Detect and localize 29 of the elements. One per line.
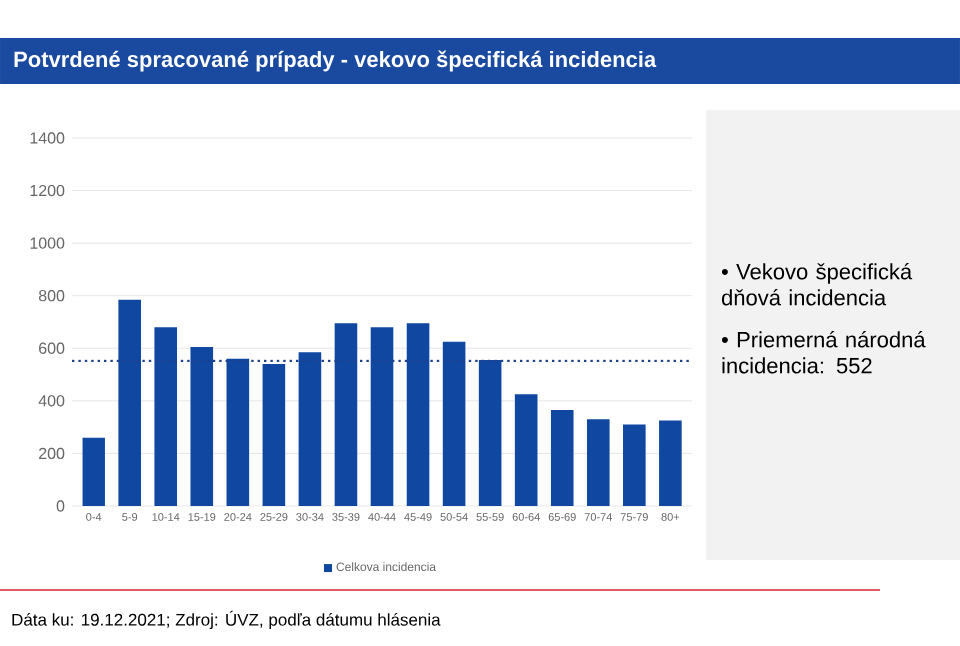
bar [623,424,646,506]
bar [118,299,141,506]
y-tick-label: 800 [38,290,65,302]
y-tick-label: 400 [38,395,65,407]
bar [154,327,178,506]
y-tick-label: 1400 [30,132,65,144]
y-tick-label: 600 [39,342,65,354]
y-tick-label: 200 [39,447,65,460]
bar [659,420,682,506]
text: Dáta ku: 19.12.2021; Zdroj: ÚVZ, podľa dátumu hlásenia [12,610,441,630]
chart-title: Potvrdené spracované prípady - vekovo špecifická incidencia [14,50,657,72]
bar [550,410,574,506]
bar [586,419,610,506]
bar [82,437,105,506]
bar [406,323,430,506]
y-tick-label: 0 [56,500,65,512]
bar [370,327,394,506]
bar [442,341,466,506]
bar [514,394,538,506]
bar [262,364,286,506]
bar [226,358,250,506]
text: • Vekovo špecifická dňová incidencia [721,263,913,306]
y-tick-label: 1000 [30,237,65,249]
y-tick-label: 1200 [30,184,65,197]
text: • Priemerná národná incidencia: 552 [721,331,926,374]
bar [334,323,358,506]
bar [478,360,502,506]
bar [298,352,322,506]
bar [190,346,214,506]
